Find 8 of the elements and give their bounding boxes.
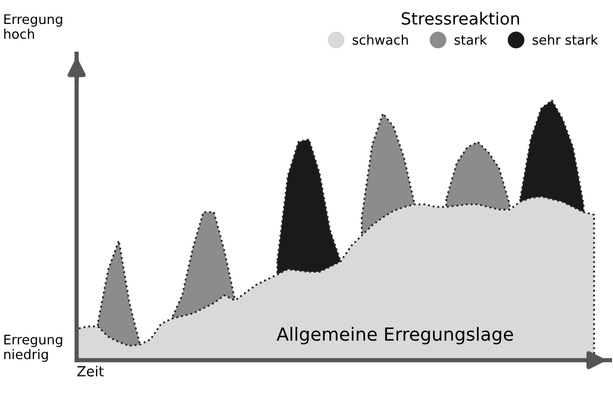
text: Erregung niedrig bbox=[4, 334, 62, 362]
legend-title: Stressreaktion bbox=[402, 12, 519, 25]
legend-label: sehr stark bbox=[532, 34, 598, 45]
annotation: Allgemeine Erregungslage bbox=[276, 326, 513, 344]
legend-label: schwach bbox=[352, 34, 408, 45]
legend-label: stark bbox=[454, 34, 487, 45]
text: Erregung hoch bbox=[4, 14, 62, 39]
x-axis-title: Zeit bbox=[77, 366, 104, 376]
